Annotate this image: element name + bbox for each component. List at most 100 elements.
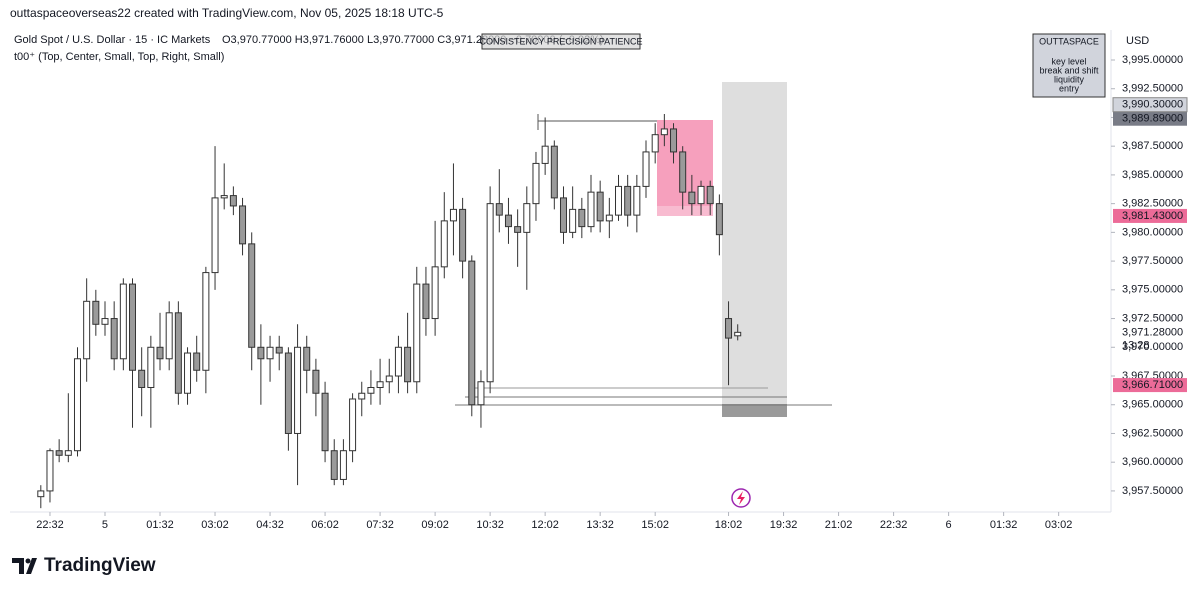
candle-body xyxy=(358,392,366,400)
note-line: liquidity xyxy=(1054,74,1085,84)
x-tick-label: 10:32 xyxy=(476,519,504,531)
x-tick-label: 03:02 xyxy=(1045,519,1073,531)
projection-target xyxy=(722,404,787,417)
header: outtaspaceoverseas22 created with Tradin… xyxy=(10,6,444,20)
candle-body xyxy=(449,208,457,222)
candle-body xyxy=(725,318,733,339)
candle-body xyxy=(184,352,192,394)
y-tick-label: 3,987.50000 xyxy=(1122,140,1183,152)
order-block-lower xyxy=(657,206,713,216)
candle-body xyxy=(440,220,448,268)
projection-box xyxy=(722,82,787,417)
candle-body xyxy=(559,197,567,233)
candle-body xyxy=(339,450,347,480)
candle-body xyxy=(431,266,439,320)
candle-body xyxy=(294,346,302,434)
candle-body xyxy=(679,151,687,193)
candle-body xyxy=(312,369,320,394)
candle-body xyxy=(220,195,228,199)
price-marker xyxy=(1113,325,1187,340)
countdown: 13:28 xyxy=(1122,339,1150,351)
candle-body xyxy=(706,185,714,205)
x-tick-label: 18:02 xyxy=(715,519,743,531)
y-tick-label: 3,962.50000 xyxy=(1122,427,1183,439)
candle-body xyxy=(596,191,604,222)
symbol-title: Gold Spot / U.S. Dollar · 15 · IC Market… xyxy=(14,34,211,46)
candle-body xyxy=(670,128,678,153)
candle-body xyxy=(734,331,742,337)
candle-body xyxy=(110,318,118,360)
y-tick-label: 3,965.00000 xyxy=(1122,399,1183,411)
candle-body xyxy=(651,134,659,153)
candle-body xyxy=(229,195,237,207)
candle-body xyxy=(321,392,329,452)
price-marker-label: 3,971.28000 xyxy=(1122,326,1183,338)
price-marker-label: 3,989.89000 xyxy=(1122,113,1183,125)
x-tick-label: 07:32 xyxy=(366,519,394,531)
candle-body xyxy=(394,346,402,377)
candle-body xyxy=(514,226,522,233)
note-line: break and shift xyxy=(1039,65,1099,75)
x-tick-label: 01:32 xyxy=(146,519,174,531)
candle-body xyxy=(715,203,723,236)
candle-body xyxy=(92,300,100,325)
candle-body xyxy=(239,205,247,245)
candle-body xyxy=(138,369,146,389)
candle-body xyxy=(349,398,357,452)
candle-body xyxy=(660,128,668,136)
candle-body xyxy=(477,381,485,406)
candle-body xyxy=(165,312,173,360)
logo-mark xyxy=(12,558,37,574)
x-tick-label: 21:02 xyxy=(825,519,853,531)
x-tick-label: 22:32 xyxy=(880,519,908,531)
x-tick-label: 6 xyxy=(946,519,952,531)
annotation: CONSISTENCY PRECISION PATIENCE xyxy=(479,36,642,46)
x-tick-label: 13:32 xyxy=(586,519,614,531)
y-tick-label: 3,972.50000 xyxy=(1122,312,1183,324)
candle-body xyxy=(55,450,63,456)
y-tick-label: 3,975.00000 xyxy=(1122,284,1183,296)
candle-body xyxy=(147,346,155,389)
y-tick-label: 3,985.00000 xyxy=(1122,169,1183,181)
note-box xyxy=(1032,33,1106,98)
x-tick-label: 22:32 xyxy=(36,519,64,531)
price-marker-label: 3,981.43000 xyxy=(1122,210,1183,222)
x-tick-label: 04:32 xyxy=(256,519,284,531)
candle-body xyxy=(578,208,586,228)
alert-icon-bolt xyxy=(737,491,745,505)
y-tick-label: 3,970.00000 xyxy=(1122,341,1183,353)
candle-body xyxy=(211,197,219,274)
candle-body xyxy=(486,203,494,383)
candle-body xyxy=(174,312,182,394)
candle-body xyxy=(202,272,210,371)
candle-body xyxy=(64,450,72,456)
note-line: key level xyxy=(1051,56,1086,66)
x-tick-label: 03:02 xyxy=(201,519,229,531)
candle-body xyxy=(550,145,558,199)
y-tick-label: 3,995.00000 xyxy=(1122,54,1183,66)
candle-body xyxy=(697,185,705,205)
candle-body xyxy=(615,185,623,216)
note-title: OUTTASPACE xyxy=(1039,36,1099,46)
currency: USD xyxy=(1126,35,1149,47)
y-tick-label: 3,980.00000 xyxy=(1122,226,1183,238)
candle-body xyxy=(248,243,256,348)
candle-body xyxy=(541,145,549,164)
candle-body xyxy=(624,185,632,216)
candle-body xyxy=(284,352,292,434)
candle-body xyxy=(688,191,696,205)
candle-body xyxy=(459,208,467,262)
logo-dot xyxy=(25,558,31,564)
candle-body xyxy=(275,346,283,354)
candle-body xyxy=(523,203,531,233)
candle-body xyxy=(156,346,164,360)
candle-body xyxy=(504,214,512,228)
alert-icon[interactable] xyxy=(731,488,751,508)
indicator-label: t00⁺ (Top, Center, Small, Top, Right, Sm… xyxy=(14,51,224,63)
candle-body xyxy=(468,260,476,406)
note-line: entry xyxy=(1059,83,1080,93)
candle-body xyxy=(605,214,613,222)
candle-body xyxy=(101,318,109,325)
candle-body xyxy=(257,346,265,360)
candle-body xyxy=(642,151,650,187)
